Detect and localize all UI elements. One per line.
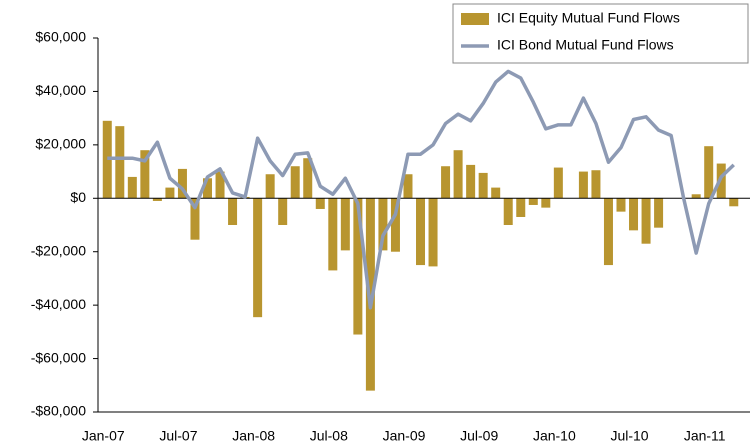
y-tick-label: -$80,000 (31, 403, 86, 419)
y-tick-label: -$60,000 (31, 349, 86, 365)
bar (466, 164, 476, 199)
bar (140, 150, 150, 199)
bar (378, 198, 388, 251)
y-tick-label: $40,000 (35, 82, 86, 98)
x-tick-label: Jan-07 (82, 428, 125, 444)
bar (165, 187, 175, 199)
bar (177, 168, 187, 199)
y-tick-label: -$20,000 (31, 242, 86, 258)
bar (541, 198, 551, 208)
legend-label: ICI Equity Mutual Fund Flows (497, 10, 680, 26)
bar (253, 198, 263, 318)
line (107, 69, 735, 310)
bar (578, 171, 588, 199)
bar (641, 198, 651, 244)
bar (315, 198, 325, 209)
y-tick-label: $60,000 (35, 29, 86, 45)
bar (428, 198, 438, 267)
bar (654, 198, 664, 228)
bar (441, 166, 451, 199)
bar (503, 198, 513, 225)
bar (115, 126, 125, 199)
bar (416, 198, 426, 266)
bar (603, 198, 613, 266)
bar (616, 198, 626, 212)
x-tick-label: Jan-09 (383, 428, 426, 444)
bar (453, 150, 463, 199)
bar (516, 198, 526, 217)
bar (353, 198, 363, 335)
bar (328, 198, 338, 271)
bar (228, 198, 238, 225)
bar (265, 174, 275, 199)
x-tick-label: Jan-10 (533, 428, 576, 444)
bar (152, 198, 162, 201)
x-tick-label: Jan-08 (232, 428, 275, 444)
bar (704, 146, 714, 199)
x-tick-label: Jul-07 (159, 428, 197, 444)
x-tick-label: Jul-08 (310, 428, 348, 444)
y-tick-label: $20,000 (35, 136, 86, 152)
bar (340, 198, 350, 251)
bar (390, 198, 400, 252)
bar (278, 198, 288, 225)
bar (491, 187, 501, 199)
bar (190, 198, 200, 240)
bar (591, 170, 601, 199)
bar (127, 176, 137, 199)
y-tick-label: -$40,000 (31, 296, 86, 312)
bar (290, 166, 300, 199)
bar (528, 198, 538, 205)
bar (629, 198, 639, 231)
legend-box (452, 3, 749, 64)
bar (691, 194, 701, 199)
bar (553, 167, 563, 199)
y-tick-label: $0 (70, 189, 86, 205)
legend-label: ICI Bond Mutual Fund Flows (497, 37, 674, 53)
legend-swatch (461, 13, 489, 25)
x-tick-label: Jan-11 (684, 428, 726, 444)
x-tick-label: Jul-10 (610, 428, 648, 444)
bar (303, 158, 313, 199)
bar (403, 174, 413, 199)
x-tick-label: Jul-09 (460, 428, 498, 444)
bar (203, 178, 213, 199)
bar (215, 171, 225, 199)
bar (729, 198, 739, 207)
bar (478, 172, 488, 199)
